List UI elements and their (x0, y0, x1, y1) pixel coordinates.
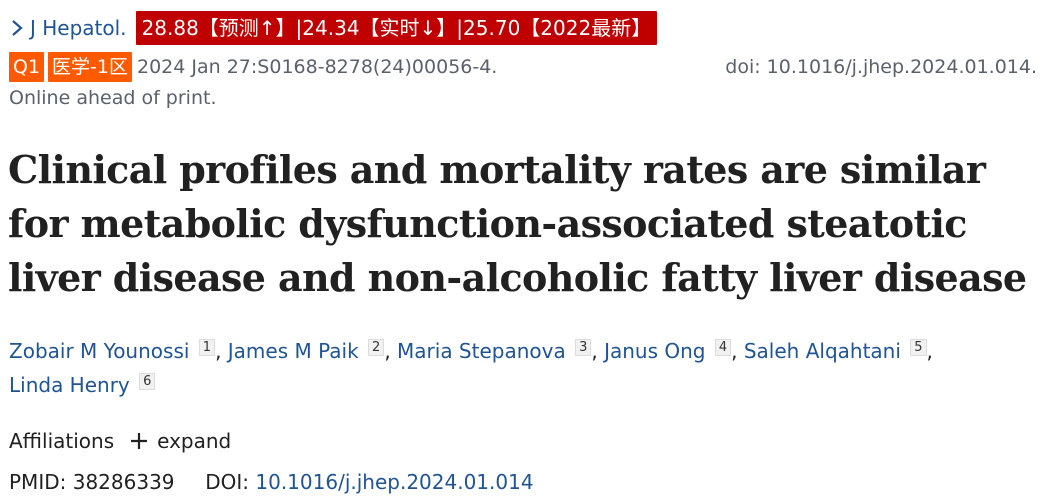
affiliation-number[interactable]: 4 (714, 339, 732, 356)
author-separator: , (926, 339, 933, 363)
quartile-badge: Q1 (9, 52, 45, 82)
affiliations-expand-button[interactable]: expand (130, 429, 231, 453)
journal-metrics-row: J Hepatol. 28.88【预测↑】|24.34【实时↓】|25.70【2… (8, 11, 658, 45)
author-link[interactable]: Linda Henry (9, 373, 130, 397)
plus-icon (131, 433, 148, 449)
affiliation-number[interactable]: 5 (910, 339, 927, 356)
author-link[interactable]: Maria Stepanova (397, 339, 566, 363)
chevron-right-icon (12, 20, 23, 36)
article-title: Clinical profiles and mortality rates ar… (8, 147, 1027, 300)
category-badge: 医学-1区 (48, 52, 132, 82)
author-separator: , (384, 339, 398, 363)
citation-text: 2024 Jan 27:S0168-8278(24)00056-4. (137, 56, 498, 78)
affiliations-row: Affiliations expand (9, 429, 231, 453)
author-list: Zobair M Younossi 1, James M Paik 2, Mar… (9, 334, 1029, 402)
doi-label: DOI: (205, 470, 250, 494)
affiliation-number[interactable]: 3 (575, 339, 592, 356)
author-separator: , (215, 339, 228, 363)
citation-row: Q1 医学-1区 2024 Jan 27:S0168-8278(24)00056… (9, 52, 497, 82)
pmid-value: 38286339 (72, 470, 175, 494)
journal-link[interactable]: J Hepatol. (8, 16, 127, 40)
doi-link[interactable]: 10.1016/j.jhep.2024.01.014 (255, 470, 534, 494)
header-doi: doi: 10.1016/j.jhep.2024.01.014. (725, 56, 1037, 78)
pmid-label: PMID: (9, 470, 67, 494)
identifiers-row: PMID: 38286339 DOI: 10.1016/j.jhep.2024.… (9, 470, 534, 494)
author-link[interactable]: Janus Ong (604, 339, 706, 363)
author-link[interactable]: James M Paik (227, 339, 359, 363)
publication-status: Online ahead of print. (9, 87, 217, 109)
expand-label[interactable]: expand (157, 429, 232, 453)
author-separator: , (591, 339, 605, 363)
author-link[interactable]: Zobair M Younossi (9, 339, 190, 363)
journal-name[interactable]: J Hepatol. (30, 16, 127, 40)
affiliation-number[interactable]: 2 (368, 339, 385, 356)
affiliation-number[interactable]: 6 (139, 373, 156, 390)
impact-factor-badge: 28.88【预测↑】|24.34【实时↓】|25.70【2022最新】 (135, 11, 658, 45)
affiliations-label: Affiliations (9, 429, 115, 453)
author-link[interactable]: Saleh Alqahtani (743, 339, 901, 363)
affiliation-number[interactable]: 1 (198, 339, 216, 356)
author-separator: , (731, 339, 744, 363)
